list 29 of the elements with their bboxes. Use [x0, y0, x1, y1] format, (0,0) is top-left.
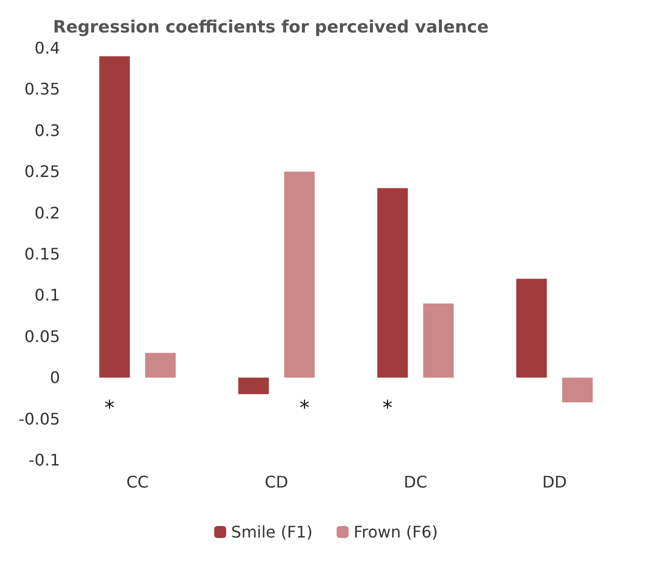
y-tick-label: 0.4: [34, 38, 60, 58]
x-tick-label: CC: [126, 472, 149, 492]
y-tick-label: 0.15: [24, 244, 60, 264]
annotation: *: [104, 396, 114, 420]
bar: [423, 303, 454, 378]
y-tick-label: -0.1: [28, 450, 60, 470]
annotation: *: [300, 396, 310, 420]
annotation: *: [382, 396, 392, 420]
x-tick-label: CD: [264, 472, 288, 492]
chart-title: Regression coefficients for perceived valence: [53, 18, 489, 38]
bar: [238, 378, 269, 394]
y-tick-label: -0.05: [18, 409, 60, 428]
bar: [145, 352, 176, 378]
y-tick-label: 0.05: [24, 326, 60, 346]
y-tick-label: 0.25: [24, 162, 60, 182]
y-tick-label: 0.1: [34, 286, 60, 305]
x-tick-label: DD: [542, 472, 567, 492]
bar: [562, 378, 593, 402]
bar: [516, 278, 547, 378]
bar: [99, 56, 130, 378]
legend-label: Frown (F6): [354, 522, 438, 542]
x-tick-label: DC: [404, 472, 428, 492]
y-tick-label: 0.3: [34, 120, 60, 140]
y-tick-label: 0.35: [24, 80, 60, 99]
bar: [284, 172, 315, 378]
legend-label: Smile (F1): [231, 522, 313, 542]
bar: [377, 188, 408, 378]
y-tick-label: 0.2: [34, 203, 60, 222]
y-tick-label: 0: [50, 368, 60, 388]
